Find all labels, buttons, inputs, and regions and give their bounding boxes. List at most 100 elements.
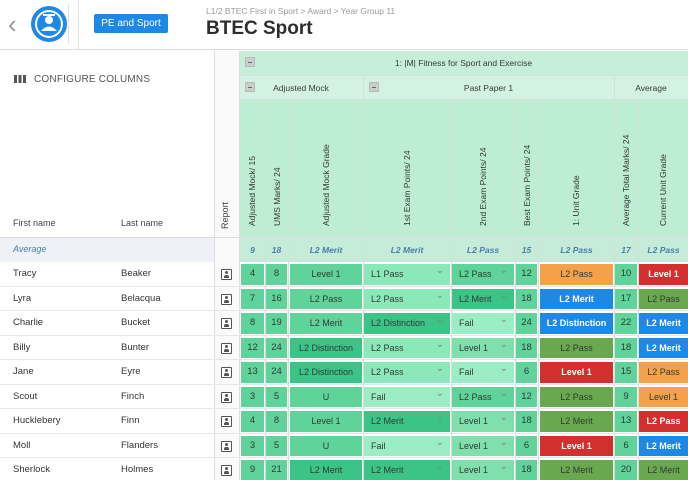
column-header[interactable]: Adjusted Mock/ 15 [239,99,265,237]
grade-cell[interactable]: L2 Merit [639,435,688,456]
grade-cell[interactable]: 4 [241,264,264,285]
grade-cell[interactable]: L2 Pass [639,411,688,432]
grade-cell[interactable]: L2 Pass [639,362,688,383]
grade-cell[interactable]: L2 Pass [540,337,613,358]
grade-cell[interactable]: 8 [241,313,264,334]
configure-columns-button[interactable]: CONFIGURE COLUMNS [14,72,150,86]
collapse-group-button[interactable] [245,57,255,67]
grade-select-cell[interactable]: Fail [364,435,450,456]
grade-cell[interactable]: 3 [241,435,264,456]
grade-select-cell[interactable]: L2 Pass [364,337,450,358]
grade-select-cell[interactable]: Level 1 [452,337,514,358]
grade-cell[interactable]: 10 [615,264,637,285]
grade-cell[interactable]: L2 Merit [540,460,613,480]
grade-cell[interactable]: L2 Merit [290,313,362,334]
grade-cell[interactable]: 18 [615,337,637,358]
grade-cell[interactable]: U [290,435,362,456]
grade-cell[interactable]: L2 Merit [639,313,688,334]
grade-cell[interactable]: 12 [516,264,537,285]
column-header[interactable]: Adjusted Mock Grade [288,99,363,237]
grade-select-cell[interactable]: Fail [452,362,514,383]
column-header[interactable]: UMS Marks/ 24 [265,99,288,237]
grade-cell[interactable]: L2 Merit [639,337,688,358]
grade-cell[interactable]: 7 [241,288,264,309]
grade-cell[interactable]: U [290,386,362,407]
grade-cell[interactable]: 16 [266,288,287,309]
grade-cell[interactable]: L2 Pass [540,264,613,285]
report-icon[interactable] [221,342,232,354]
report-icon[interactable] [221,465,232,476]
grade-cell[interactable]: L2 Pass [639,288,688,309]
grade-cell[interactable]: 4 [241,411,264,432]
report-icon[interactable] [221,318,232,329]
grade-select-cell[interactable]: L2 Pass [452,386,514,407]
collapse-adjusted-mock-button[interactable] [245,82,255,92]
grade-cell[interactable]: 13 [615,411,637,432]
grade-cell[interactable]: 13 [241,362,264,383]
grade-cell[interactable]: 8 [266,264,287,285]
grade-cell[interactable]: 24 [266,362,287,383]
grade-cell[interactable]: 9 [241,460,264,480]
grade-cell[interactable]: Level 1 [540,435,613,456]
report-icon[interactable] [221,416,232,427]
grade-cell[interactable]: 18 [516,288,537,309]
grade-select-cell[interactable]: Level 1 [452,460,514,480]
grade-cell[interactable]: L2 Merit [639,460,688,480]
grade-select-cell[interactable]: L2 Merit [364,411,450,432]
column-header-last-name[interactable]: Last name [121,218,164,228]
back-chevron-icon[interactable]: ‹ [8,9,17,39]
grade-cell[interactable]: 12 [516,386,537,407]
grade-cell[interactable]: 9 [615,386,637,407]
column-header[interactable]: Best Exam Points/ 24 [515,99,538,237]
column-header-first-name[interactable]: First name [13,218,56,228]
grade-cell[interactable]: 8 [266,411,287,432]
grade-cell[interactable]: 18 [516,337,537,358]
report-icon[interactable] [221,367,232,378]
grade-cell[interactable]: L2 Merit [290,460,362,480]
grade-cell[interactable]: 15 [615,362,637,383]
grade-cell[interactable]: L2 Pass [290,288,362,309]
collapse-past-paper-button[interactable] [369,82,379,92]
grade-cell[interactable]: L2 Distinction [290,337,362,358]
grade-select-cell[interactable]: Fail [452,313,514,334]
grade-cell[interactable]: 6 [615,435,637,456]
report-icon[interactable] [221,269,232,280]
grade-cell[interactable]: L2 Merit [540,411,613,432]
grade-cell[interactable]: Level 1 [290,264,362,285]
grade-select-cell[interactable]: L2 Pass [364,362,450,383]
grade-cell[interactable]: 24 [266,337,287,358]
grade-select-cell[interactable]: L2 Merit [452,288,514,309]
report-icon[interactable] [221,293,232,305]
grade-select-cell[interactable]: L2 Pass [364,288,450,309]
grade-cell[interactable]: 20 [615,460,637,480]
grade-cell[interactable]: Level 1 [639,386,688,407]
grade-cell[interactable]: Level 1 [290,411,362,432]
grade-select-cell[interactable]: Level 1 [452,435,514,456]
grade-select-cell[interactable]: L2 Merit [364,460,450,480]
grade-cell[interactable]: L2 Merit [540,288,613,309]
grade-cell[interactable]: 3 [241,386,264,407]
grade-select-cell[interactable]: L2 Pass [452,264,514,285]
department-button[interactable]: PE and Sport [94,14,168,33]
grade-cell[interactable]: 12 [241,337,264,358]
column-header[interactable]: Average Total Marks/ 24 [614,99,638,237]
grade-select-cell[interactable]: L1 Pass [364,264,450,285]
grade-cell[interactable]: Level 1 [639,264,688,285]
grade-cell[interactable]: 6 [516,435,537,456]
grade-select-cell[interactable]: Level 1 [452,411,514,432]
grade-cell[interactable]: 17 [615,288,637,309]
grade-select-cell[interactable]: Fail [364,386,450,407]
grade-cell[interactable]: 5 [266,435,287,456]
grade-cell[interactable]: Level 1 [540,362,613,383]
grade-cell[interactable]: 5 [266,386,287,407]
report-icon[interactable] [221,391,232,403]
column-header[interactable]: Current Unit Grade [638,99,688,237]
report-icon[interactable] [221,440,232,452]
